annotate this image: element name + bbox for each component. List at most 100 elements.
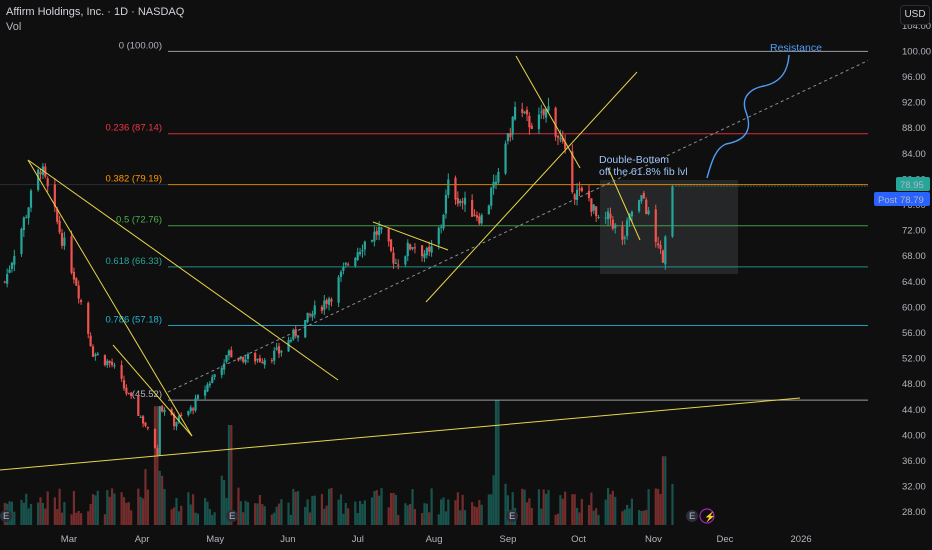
time-axis[interactable]: Mar Apr May Jun Jul Aug Sep Oct Nov Dec 2026	[61, 534, 812, 545]
volume-bar	[289, 514, 293, 525]
trendline-sep-top[interactable]	[515, 55, 581, 169]
candle	[287, 340, 290, 352]
svg-text:E: E	[689, 511, 695, 522]
candle	[294, 328, 297, 337]
volume-bar	[206, 501, 209, 525]
trendline-feb-jun[interactable]	[27, 159, 339, 381]
candle	[8, 269, 11, 273]
price-tick-label: 88.00	[902, 123, 926, 134]
candle	[573, 194, 576, 200]
currency-button[interactable]: USD	[900, 5, 930, 25]
candle	[313, 305, 316, 315]
long-term-support-line[interactable]	[0, 397, 801, 471]
volume-bar	[137, 488, 140, 525]
candle	[125, 387, 128, 394]
candle	[363, 241, 366, 250]
trendline-jul-channel[interactable]	[372, 221, 449, 251]
candle	[261, 361, 264, 364]
earnings-marker-may[interactable]: E	[226, 510, 238, 522]
candle	[187, 411, 190, 415]
price-tick-label: 56.00	[902, 328, 926, 339]
volume-bar	[640, 511, 643, 525]
volume-bar	[592, 510, 595, 525]
price-tick-label: 92.00	[902, 98, 926, 109]
volume-bar	[153, 406, 157, 525]
candle	[58, 220, 61, 233]
price-axis[interactable]: 104.00100.0096.0092.0088.0084.0080.0076.…	[868, 0, 932, 550]
earnings-marker-feb[interactable]: E	[0, 510, 12, 522]
trendline-aug-breakout[interactable]	[425, 71, 638, 303]
volume-bar	[609, 494, 612, 525]
volume-bar	[528, 498, 531, 525]
earnings-marker-nov[interactable]: E	[686, 510, 698, 522]
volume-bar	[394, 494, 397, 525]
time-tick-label: Dec	[717, 534, 734, 545]
volume-bar	[94, 495, 97, 525]
trendline-oct-bottom[interactable]	[607, 167, 641, 241]
volume-bar	[356, 513, 359, 525]
candle	[473, 214, 476, 216]
volume-bar	[511, 492, 514, 525]
candle	[13, 256, 16, 265]
volume-bar	[480, 504, 483, 525]
volume-bar	[370, 497, 374, 525]
candle	[387, 228, 390, 242]
candle	[70, 236, 73, 273]
candle	[330, 299, 333, 302]
candle	[554, 107, 557, 137]
volume-bar	[354, 501, 357, 525]
volume-bar	[130, 510, 133, 525]
candle	[306, 312, 309, 322]
candle	[96, 353, 99, 356]
volume-bar	[540, 508, 543, 525]
candle	[392, 252, 395, 264]
event-markers[interactable]: E E E E ⚡	[0, 508, 716, 524]
candle	[347, 264, 350, 266]
volume-bar	[63, 502, 66, 525]
candle	[637, 200, 641, 212]
fib-level-label: 0.5 (72.76)	[116, 215, 162, 226]
volume-bar	[87, 511, 90, 525]
symbol-header[interactable]: Affirm Holdings, Inc. · 1D · NASDAQ Vol	[6, 6, 184, 33]
candle	[380, 227, 383, 230]
price-tick-label: 32.00	[902, 482, 926, 493]
projection-path[interactable]	[706, 54, 790, 179]
volume-bar	[275, 506, 278, 525]
time-tick-label: Nov	[645, 534, 662, 545]
volume-bar	[110, 488, 114, 525]
volume-bar	[46, 491, 49, 525]
trendlines[interactable]	[0, 52, 885, 471]
earnings-marker-aug[interactable]: E	[506, 510, 518, 522]
symbol-title[interactable]: Affirm Holdings, Inc. · 1D · NASDAQ	[6, 6, 185, 18]
price-tick-label: 64.00	[902, 277, 926, 288]
candle	[430, 246, 433, 253]
candle	[480, 214, 483, 224]
flash-event-icon[interactable]: ⚡	[699, 508, 716, 524]
volume-bar	[344, 502, 347, 525]
candle	[211, 376, 214, 383]
candle	[139, 416, 142, 418]
svg-text:E: E	[509, 511, 515, 522]
candle	[342, 266, 345, 271]
candle	[659, 245, 662, 249]
candle	[130, 392, 133, 397]
candle	[454, 177, 457, 200]
volume-bar	[313, 495, 316, 525]
candle	[320, 306, 324, 311]
volume-bar	[208, 509, 211, 525]
double-bottom-label-1: Double-Bottom	[599, 154, 669, 166]
volume-bar	[320, 494, 324, 525]
candle	[223, 363, 226, 370]
fib-retracement[interactable]: 0 (100.00) 0.236 (87.14) 0.382 (79.19) 0.5 …	[0, 40, 884, 401]
candle	[456, 198, 459, 204]
trendline-apr-wedge[interactable]	[112, 344, 193, 437]
trendline-feb-apr[interactable]	[27, 159, 193, 437]
dashed-trend-extension[interactable]	[167, 52, 885, 393]
volume-bar	[158, 470, 161, 525]
candle	[411, 246, 414, 249]
svg-text:E: E	[3, 511, 9, 522]
candle	[413, 247, 417, 249]
volume-bar	[471, 502, 474, 525]
volume-bar	[37, 502, 40, 525]
